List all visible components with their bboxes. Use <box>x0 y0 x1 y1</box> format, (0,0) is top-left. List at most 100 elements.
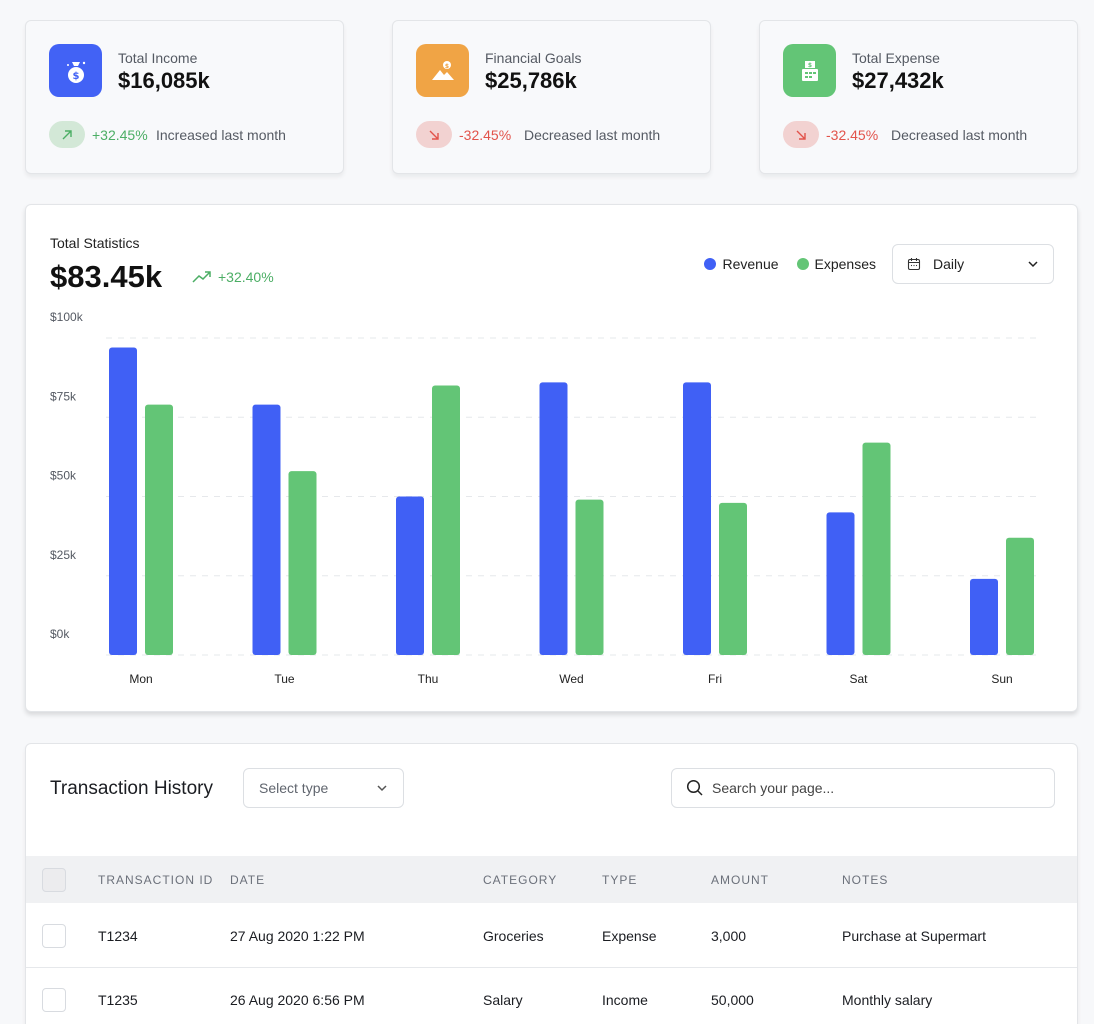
cell-transaction-id: T1235 <box>98 992 138 1008</box>
statistics-trend-value: +32.40% <box>218 269 274 285</box>
y-tick-label: $75k <box>50 389 77 403</box>
cash-register-icon: $ <box>783 44 836 97</box>
trend-down-icon <box>783 121 819 148</box>
cell-notes: Purchase at Supermart <box>842 928 986 944</box>
row-checkbox[interactable] <box>42 924 66 948</box>
legend-revenue: Revenue <box>704 256 779 272</box>
stat-card-goals: $ Financial Goals $25,786k -32.45% Decre… <box>392 20 711 174</box>
cell-category: Groceries <box>483 928 544 944</box>
cell-category: Salary <box>483 992 523 1008</box>
bar-expenses-sat[interactable] <box>862 442 891 655</box>
bar-revenue-fri[interactable] <box>683 382 711 655</box>
svg-text:$: $ <box>72 71 79 82</box>
trend-line-up-icon <box>192 271 211 283</box>
bar-revenue-wed[interactable] <box>539 382 568 655</box>
trend-up-icon <box>49 121 85 148</box>
search-input[interactable] <box>712 780 1012 796</box>
cell-amount: 50,000 <box>711 992 754 1008</box>
bar-revenue-tue[interactable] <box>252 404 281 655</box>
legend-dot <box>704 258 717 270</box>
period-value: Daily <box>933 256 965 272</box>
statistics-title: Total Statistics <box>50 235 140 251</box>
table-row[interactable]: T1235 26 Aug 2020 6:56 PM Salary Income … <box>26 968 1077 1024</box>
stat-delta: -32.45% <box>826 127 879 143</box>
stat-delta: +32.45% <box>92 127 148 143</box>
stat-delta-text: Decreased last month <box>524 127 661 143</box>
y-tick-label: $50k <box>50 469 77 483</box>
type-select-placeholder: Select type <box>259 780 329 796</box>
stat-value: $16,085k <box>118 68 210 93</box>
table-row[interactable]: T1234 27 Aug 2020 1:22 PM Groceries Expe… <box>26 904 1077 968</box>
column-header[interactable]: DATE <box>230 873 266 887</box>
legend-dot <box>796 258 809 270</box>
cell-type: Income <box>602 992 648 1008</box>
bar-revenue-sun[interactable] <box>970 578 998 655</box>
period-dropdown[interactable]: Daily <box>892 244 1054 284</box>
statistics-total: $83.45k <box>50 259 163 294</box>
stat-label: Total Income <box>118 50 198 66</box>
bar-revenue-thu[interactable] <box>396 496 424 656</box>
calendar-icon <box>907 258 921 271</box>
bar-expenses-tue[interactable] <box>288 471 317 655</box>
stat-label: Total Expense <box>852 50 940 66</box>
stat-value: $27,432k <box>852 68 944 93</box>
bar-expenses-wed[interactable] <box>575 499 604 655</box>
svg-text:$: $ <box>807 62 811 69</box>
statistics-bar-chart: $0k $25k $50k $75k $100k Mon Tue Thu Wed Fri Sat Su… <box>50 310 1036 686</box>
cell-date: 27 Aug 2020 1:22 PM <box>230 928 365 944</box>
stat-delta-text: Decreased last month <box>891 127 1028 143</box>
money-bag-icon: $ <box>49 44 102 97</box>
x-tick-label: Tue <box>274 672 295 686</box>
stat-value: $25,786k <box>485 68 577 93</box>
search-icon <box>686 779 703 796</box>
x-tick-label: Sat <box>849 672 868 686</box>
column-header[interactable]: TRANSACTION ID <box>98 873 214 887</box>
statistics-trend: +32.40% <box>192 269 274 285</box>
stat-delta-text: Increased last month <box>156 127 286 143</box>
trend-down-icon <box>416 121 452 148</box>
chevron-down-icon <box>1028 261 1038 268</box>
cell-date: 26 Aug 2020 6:56 PM <box>230 992 365 1008</box>
bar-expenses-fri[interactable] <box>719 502 747 655</box>
bar-expenses-thu[interactable] <box>432 385 460 655</box>
column-header[interactable]: CATEGORY <box>483 873 558 887</box>
bar-expenses-sun[interactable] <box>1006 537 1034 655</box>
column-header[interactable]: AMOUNT <box>711 873 769 887</box>
column-header[interactable]: TYPE <box>602 873 638 887</box>
statistics-panel: Total Statistics $83.45k +32.40% Revenue… <box>25 204 1078 712</box>
bar-expenses-mon[interactable] <box>145 404 173 655</box>
stat-card-income: $ Total Income $16,085k +32.45% Increase… <box>25 20 344 174</box>
stat-delta: -32.45% <box>459 127 512 143</box>
y-tick-label: $0k <box>50 627 70 641</box>
x-tick-label: Fri <box>708 672 722 686</box>
column-header[interactable]: NOTES <box>842 873 889 887</box>
chevron-down-icon <box>377 785 387 792</box>
x-tick-label: Mon <box>129 672 152 686</box>
legend-expenses: Expenses <box>796 256 876 272</box>
legend-label: Revenue <box>722 256 779 272</box>
cell-transaction-id: T1234 <box>98 928 138 944</box>
cell-amount: 3,000 <box>711 928 747 944</box>
bar-revenue-mon[interactable] <box>109 347 137 655</box>
cell-type: Expense <box>602 928 657 944</box>
stat-label: Financial Goals <box>485 50 582 66</box>
x-tick-label: Sun <box>991 672 1012 686</box>
goal-mountain-icon: $ <box>416 44 469 97</box>
cell-notes: Monthly salary <box>842 992 933 1008</box>
legend-label: Expenses <box>814 256 876 272</box>
stat-card-expense: $ Total Expense $27,432k -32.45% Decreas… <box>759 20 1078 174</box>
y-tick-label: $100k <box>50 310 84 324</box>
row-checkbox[interactable] <box>42 988 66 1012</box>
svg-text:$: $ <box>444 63 448 70</box>
transaction-history-title: Transaction History <box>50 778 213 799</box>
select-all-checkbox[interactable] <box>42 868 66 892</box>
transaction-history-panel: Transaction History Select type TRANSACT… <box>25 743 1078 1024</box>
table-header: TRANSACTION ID DATE CATEGORY TYPE AMOUNT… <box>26 856 1077 903</box>
chart-legend: Revenue Expenses <box>704 256 876 272</box>
type-select[interactable]: Select type <box>243 768 404 808</box>
x-tick-label: Wed <box>559 672 583 686</box>
x-tick-label: Thu <box>418 672 439 686</box>
y-tick-label: $25k <box>50 548 77 562</box>
bar-revenue-sat[interactable] <box>826 512 855 655</box>
search-box[interactable] <box>671 768 1055 808</box>
